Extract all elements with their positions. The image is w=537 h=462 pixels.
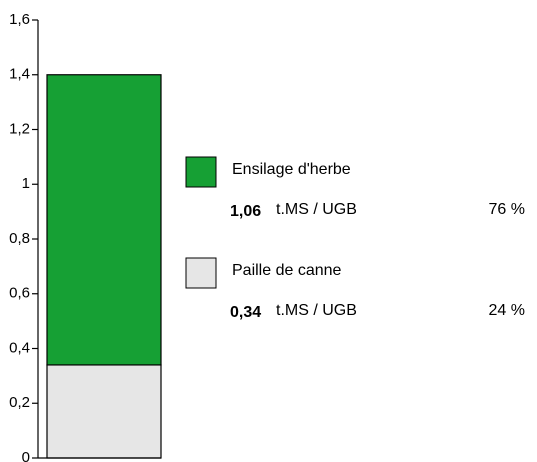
y-tick-label: 0 <box>22 449 30 462</box>
y-tick-label: 1,6 <box>9 11 30 28</box>
y-tick-label: 0,8 <box>9 230 30 247</box>
legend-label: Paille de canne <box>232 262 342 279</box>
y-tick-label: 0,2 <box>9 394 30 411</box>
y-tick-label: 1 <box>22 175 30 192</box>
share-label: 24 % <box>489 302 525 319</box>
unit-label: t.MS / UGB <box>276 201 357 218</box>
legend-swatch <box>185 156 217 188</box>
bar-segment <box>46 364 162 459</box>
legend-label: Ensilage d'herbe <box>232 161 351 178</box>
y-tick-label: 1,4 <box>9 66 30 83</box>
y-tick-label: 0,6 <box>9 285 30 302</box>
bar-segment <box>46 74 162 366</box>
share-label: 76 % <box>489 201 525 218</box>
value-label: 1,06 <box>230 203 261 220</box>
unit-label: t.MS / UGB <box>276 302 357 319</box>
y-tick-label: 0,4 <box>9 339 30 356</box>
value-label: 0,34 <box>230 304 261 321</box>
legend-swatch <box>185 257 217 289</box>
y-tick-label: 1,2 <box>9 120 30 137</box>
